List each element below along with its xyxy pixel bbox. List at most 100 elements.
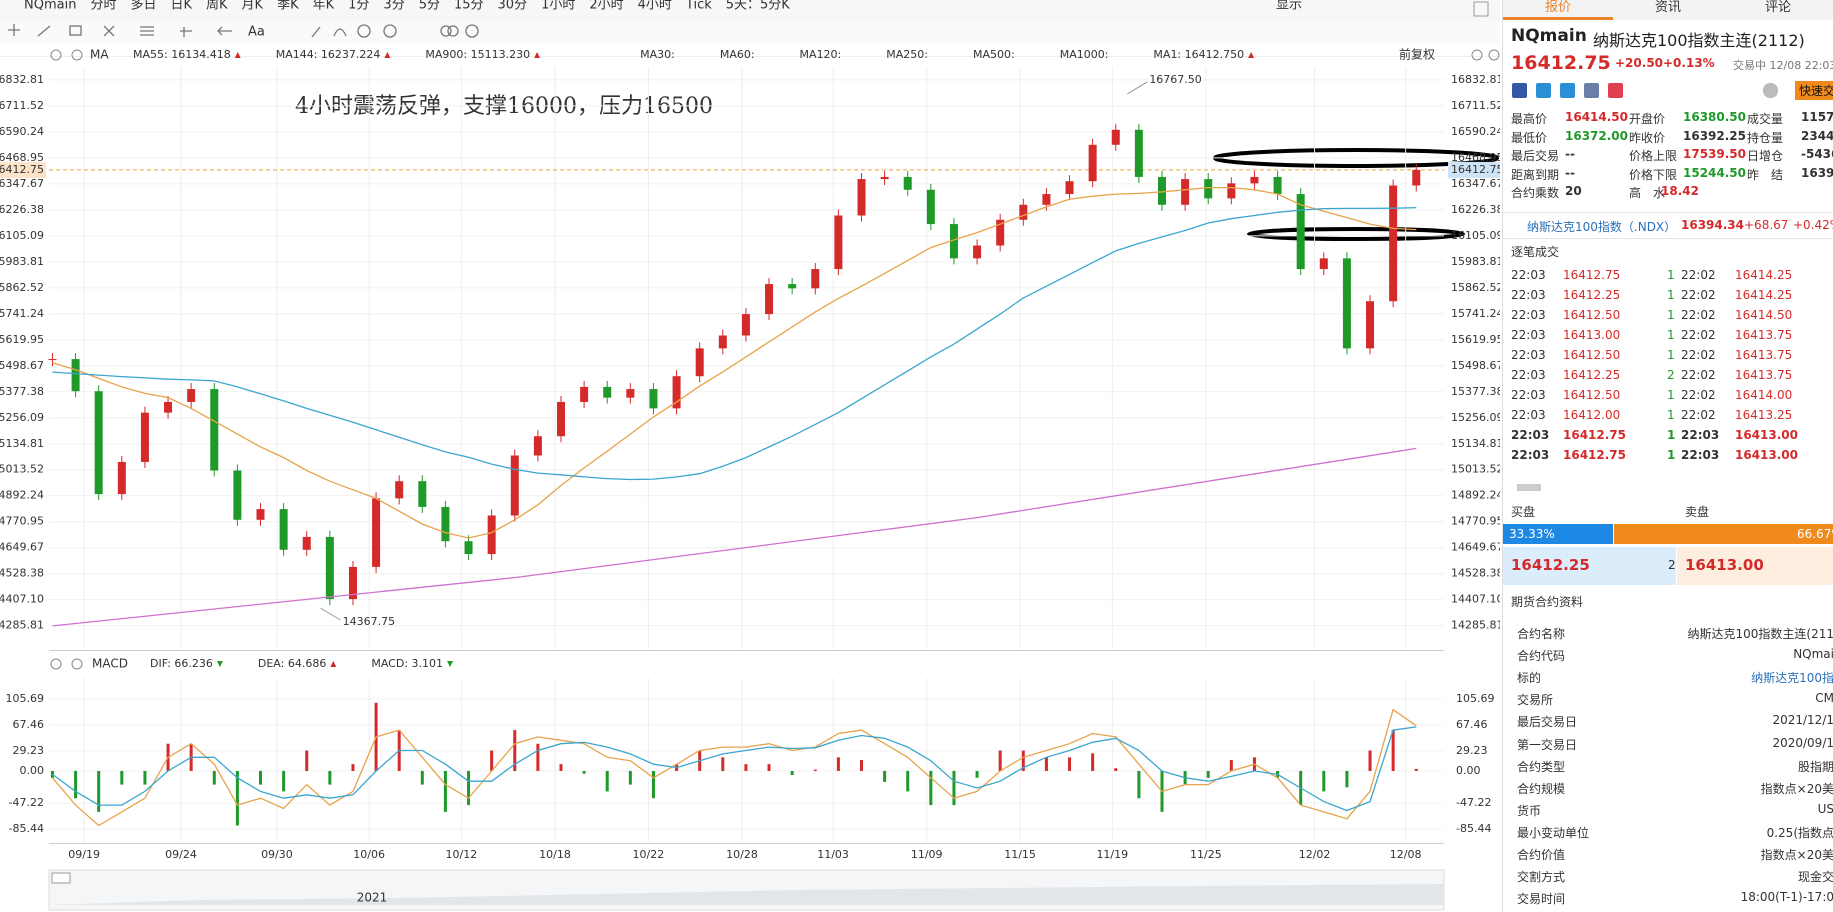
toolbar-item[interactable]: 5分 (419, 0, 440, 13)
trade-cell: 16412.25 (1563, 368, 1621, 382)
stat-value: 11575 (1801, 110, 1833, 124)
adjust-button[interactable]: 前复权 (1399, 47, 1435, 62)
candle (857, 179, 866, 216)
toolbar-item[interactable]: 3分 (383, 0, 404, 13)
trade-cell: 1 (1667, 408, 1675, 422)
bid-price: 16412.25 (1511, 556, 1590, 574)
y-tick-label: 16711.52 (0, 99, 44, 112)
trade-cell: 22:02 (1681, 268, 1716, 282)
panel-tab[interactable]: 评论 (1723, 0, 1833, 20)
legend-arrow (234, 52, 241, 58)
panel-tab[interactable]: 资讯 (1613, 0, 1723, 20)
candle (1227, 183, 1236, 199)
info-value: 现金交 (1797, 870, 1833, 885)
stat-label: 最后交易 (1511, 149, 1560, 163)
y-tick-label: 15256.09 (0, 411, 44, 424)
trade-cell: 16412.75 (1563, 428, 1627, 442)
ma-line (52, 206, 1417, 481)
macd-bar (1021, 750, 1025, 771)
toolbar-item[interactable]: 季K (277, 0, 299, 13)
legend-arrow (384, 52, 391, 58)
toolbar-item[interactable]: 5天：5分K (726, 0, 791, 13)
toolbar-item[interactable]: 多日 (130, 0, 156, 13)
y-tick-label-right: 15134.81 (1451, 437, 1500, 450)
candle (210, 389, 219, 471)
index-price: 16394.34 (1681, 218, 1745, 232)
macd-bar (721, 757, 725, 771)
price-tag-bg (1448, 161, 1500, 178)
toolbar-item[interactable]: Tick (685, 0, 712, 13)
axis-line (49, 843, 1444, 844)
candle (949, 224, 958, 259)
trade-cell: 16412.25 (1563, 288, 1621, 302)
stat-value: 16414.50 (1565, 110, 1629, 124)
toolbar-item[interactable]: 2小时 (589, 0, 623, 13)
y-tick-label-right: 15983.81 (1451, 255, 1500, 268)
toolbar-item[interactable]: 分时 (90, 0, 116, 13)
ma-legend: MA30: (640, 48, 675, 61)
trade-cell: 22:03 (1511, 408, 1546, 422)
toolbar-item[interactable]: 月K (242, 0, 264, 13)
toolbar-item[interactable]: 30分 (498, 0, 528, 13)
price-tag-bg (0, 161, 46, 178)
candle (164, 401, 173, 413)
navigator-handle[interactable] (51, 872, 71, 884)
macd-bar (952, 770, 956, 806)
toolbar-item[interactable]: 周K (206, 0, 228, 13)
stat-value: 16372.00 (1565, 128, 1629, 143)
legend-arrow (1248, 52, 1255, 58)
candle (71, 359, 80, 392)
macd-bar (605, 770, 609, 792)
ask-box (1677, 547, 1833, 585)
ma-legend: MA500: (973, 48, 1015, 61)
macd-legend: DEA: 64.686 (258, 657, 326, 670)
stat-label: 合约乘数 (1511, 186, 1560, 200)
trade-cell: 1 (1667, 308, 1675, 322)
macd-bar (143, 770, 147, 785)
stat-label: 最高价 (1511, 112, 1548, 126)
candle (395, 481, 404, 499)
y-tick-label: 16105.09 (0, 229, 44, 242)
font-tool[interactable]: Aa (248, 25, 265, 40)
toolbar-item[interactable]: 4小时 (638, 0, 672, 13)
icon (1512, 83, 1527, 98)
trade-cell: 16414.00 (1735, 388, 1793, 402)
macd-bar (1414, 768, 1418, 771)
annotation: 14367.75 (343, 615, 396, 628)
stat-label: 开盘价 (1629, 112, 1666, 126)
y-tick-label: 14770.95 (0, 515, 44, 528)
x-tick-label: 12/08 (1390, 848, 1422, 861)
quick-trade[interactable]: 快速交 (1795, 81, 1833, 100)
y-tick-label: 16590.24 (0, 125, 44, 138)
info-label: 合约类型 (1517, 759, 1566, 774)
info-value: 2020/09/1 (1772, 735, 1833, 750)
window-icon[interactable] (1473, 1, 1489, 17)
toolbar-item[interactable]: NQmain (24, 0, 76, 13)
candle (1042, 194, 1051, 205)
toolbar-item[interactable]: 15分 (454, 0, 484, 13)
info-label: 第一交易日 (1517, 737, 1578, 752)
divider (1503, 212, 1833, 213)
x-tick-label: 11/25 (1190, 848, 1222, 861)
ask-pct: 66.67% (1797, 527, 1833, 541)
y-tick-label-right: 16711.52 (1451, 99, 1500, 112)
toolbar-item[interactable]: 1分 (348, 0, 369, 13)
stat-value: 16380.50 (1683, 110, 1747, 124)
macd-bar (813, 769, 817, 771)
ask-bar (1614, 524, 1833, 544)
y-tick-label-right: 15619.95 (1451, 333, 1500, 346)
panel-tab[interactable]: 报价 (1503, 0, 1613, 20)
toolbar-item[interactable]: 日K (170, 0, 192, 13)
toolbar-display[interactable]: 显示 (1276, 0, 1302, 13)
toolbar-item[interactable]: 1小时 (541, 0, 575, 13)
divider (1503, 238, 1833, 239)
y-tick-label-right: 16226.38 (1451, 203, 1500, 216)
macd-tick-label-right: 29.23 (1456, 744, 1488, 757)
info-value: 股指期 (1797, 759, 1833, 774)
trade-cell: 1 (1667, 288, 1675, 302)
icon (1536, 83, 1551, 98)
toolbar-item[interactable]: 年K (313, 0, 335, 13)
stat-label: 最低价 (1511, 130, 1548, 145)
stat-value: 234415 (1801, 128, 1833, 143)
macd-legend: MACD: 3.101 (371, 657, 443, 670)
